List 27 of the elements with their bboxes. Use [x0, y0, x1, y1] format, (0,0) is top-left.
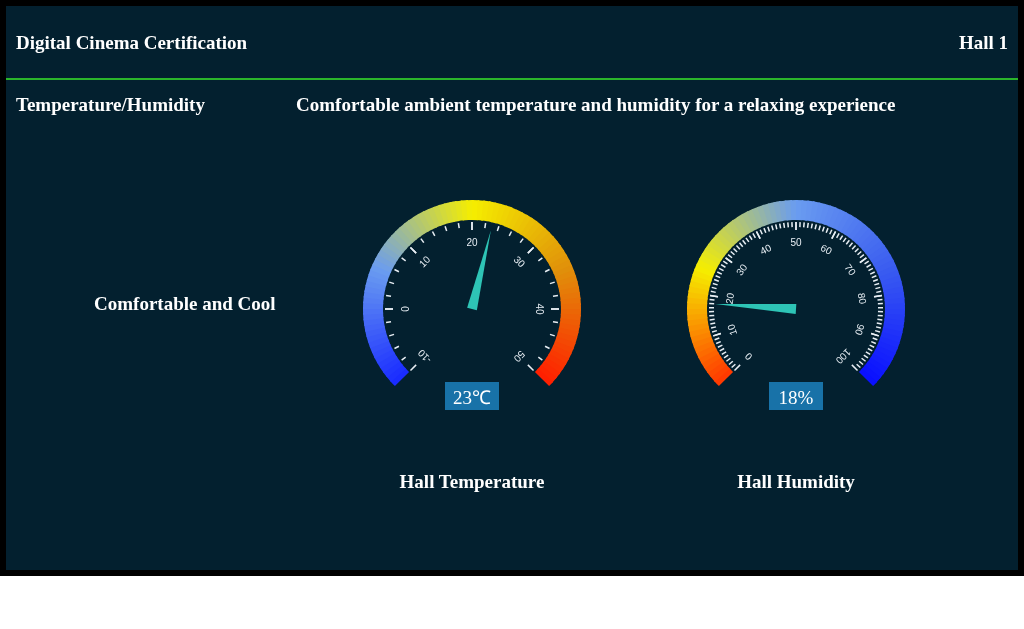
data-label: 23℃	[453, 386, 491, 408]
text: -10	[415, 347, 434, 366]
text: Temperature/Humidity	[16, 94, 205, 115]
text: 40	[533, 303, 545, 315]
text: 20	[723, 291, 737, 305]
text: 0	[399, 305, 411, 312]
text: 30	[734, 261, 750, 278]
text: 0	[742, 350, 755, 363]
text: 30	[511, 253, 528, 270]
text: Hall 1	[958, 32, 1008, 53]
text: Digital Cinema Certification	[16, 32, 248, 53]
text: 10	[416, 253, 433, 270]
text: 60	[818, 241, 835, 257]
text: Hall Humidity	[736, 471, 856, 493]
text: 50	[511, 348, 528, 365]
text: 40	[758, 241, 774, 257]
data-label: 18%	[778, 386, 814, 408]
text: 20	[466, 236, 478, 248]
text: 80	[855, 292, 869, 306]
text: 10	[725, 322, 740, 337]
text: 90	[852, 322, 867, 338]
text: Comfortable ambient temperature and humidity for a relaxing experience	[296, 94, 896, 115]
text: 50	[790, 236, 802, 248]
text: 70	[842, 261, 859, 278]
text: 100	[833, 346, 854, 367]
text: Hall Temperature	[398, 471, 546, 493]
text: Comfortable and Cool	[94, 293, 276, 314]
